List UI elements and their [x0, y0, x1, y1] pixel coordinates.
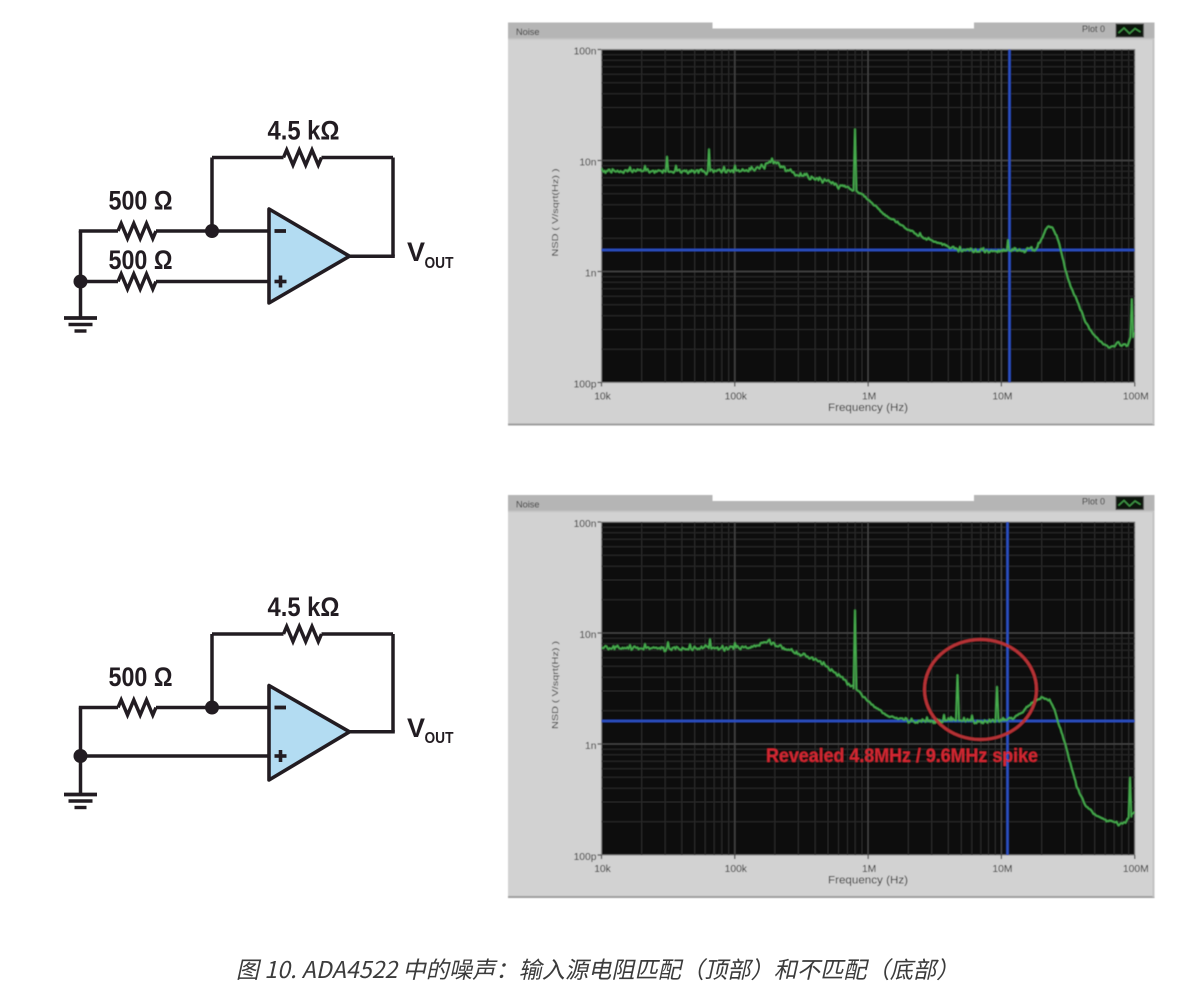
svg-text:OUT: OUT — [425, 255, 454, 272]
svg-text:100n: 100n — [574, 519, 597, 530]
svg-text:Plot 0: Plot 0 — [1082, 497, 1105, 507]
svg-text:10k: 10k — [594, 864, 611, 875]
svg-text:NSD ( V/sqrt(Hz) ): NSD ( V/sqrt(Hz) ) — [551, 168, 560, 256]
svg-text:V: V — [407, 713, 425, 743]
svg-text:Noise: Noise — [516, 500, 540, 510]
svg-text:100k: 100k — [725, 864, 748, 875]
svg-text:Frequency (Hz): Frequency (Hz) — [828, 402, 908, 414]
svg-text:100M: 100M — [1123, 864, 1149, 875]
svg-text:100p: 100p — [574, 852, 597, 863]
svg-text:1n: 1n — [585, 741, 597, 752]
svg-text:4.5 kΩ: 4.5 kΩ — [268, 592, 340, 622]
svg-text:10M: 10M — [992, 392, 1012, 403]
svg-text:1n: 1n — [585, 268, 597, 279]
svg-text:1M: 1M — [862, 392, 876, 403]
svg-text:NSD ( V/sqrt(Hz) ): NSD ( V/sqrt(Hz) ) — [551, 641, 560, 729]
svg-text:100p: 100p — [574, 379, 597, 390]
svg-text:Noise: Noise — [516, 27, 540, 37]
svg-text:Frequency (Hz): Frequency (Hz) — [828, 875, 908, 887]
svg-text:10k: 10k — [594, 392, 611, 403]
svg-text:100M: 100M — [1123, 392, 1149, 403]
svg-text:500 Ω: 500 Ω — [109, 662, 173, 692]
svg-text:100n: 100n — [574, 46, 597, 57]
svg-text:4.5 kΩ: 4.5 kΩ — [268, 116, 340, 146]
svg-text:10n: 10n — [579, 157, 596, 168]
svg-text:500 Ω: 500 Ω — [109, 245, 173, 275]
svg-text:Revealed 4.8MHz / 9.6MHz spike: Revealed 4.8MHz / 9.6MHz spike — [766, 745, 1038, 767]
svg-text:500 Ω: 500 Ω — [109, 186, 173, 216]
svg-text:100k: 100k — [725, 392, 748, 403]
svg-text:OUT: OUT — [425, 730, 454, 747]
svg-text:V: V — [407, 237, 425, 267]
svg-text:1M: 1M — [862, 864, 876, 875]
svg-text:10n: 10n — [579, 630, 596, 641]
svg-text:10M: 10M — [992, 864, 1012, 875]
svg-text:Plot 0: Plot 0 — [1082, 24, 1105, 34]
